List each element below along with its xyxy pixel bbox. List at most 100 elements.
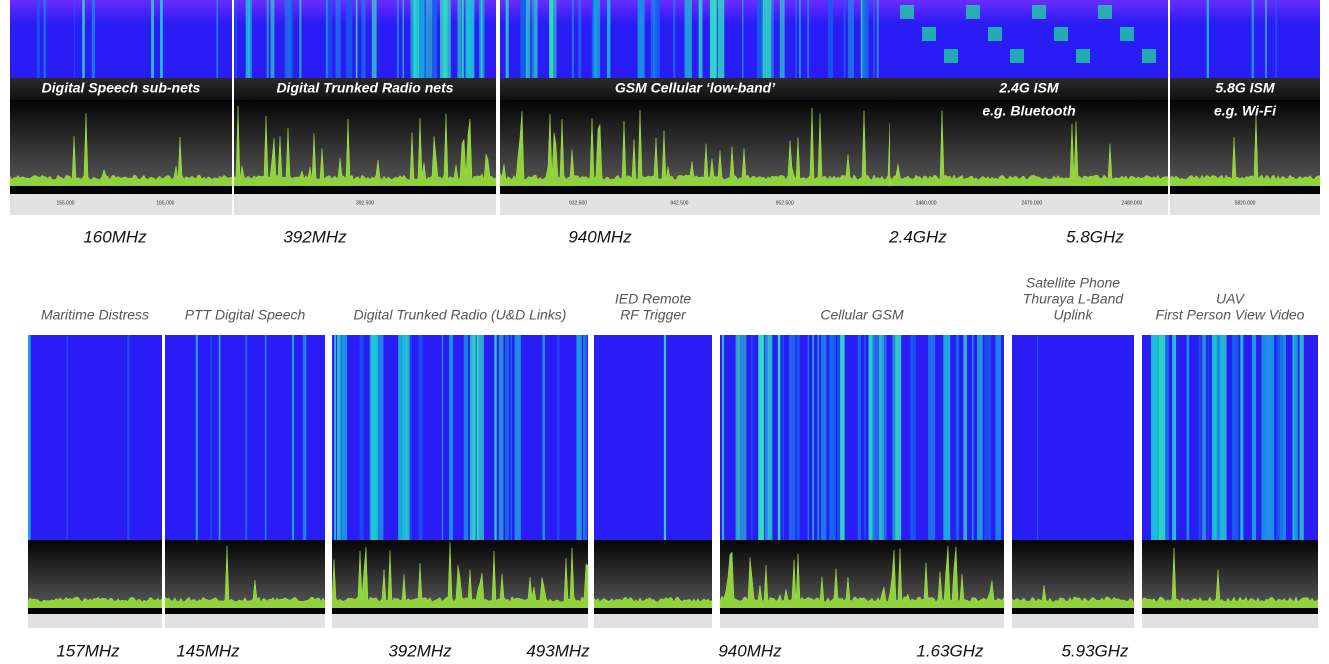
waterfall-burst [900, 5, 914, 19]
waterfall-stripe [74, 0, 75, 78]
frequency-label: 493MHz [526, 641, 590, 660]
waterfall-stripe [877, 0, 879, 78]
axis-area [1012, 614, 1134, 628]
waterfall-stripe [651, 0, 655, 78]
waterfall-stripe [479, 335, 484, 540]
panel-label: Uplink [1054, 307, 1094, 323]
axis-tick-label: 392.500 [356, 200, 374, 206]
waterfall-stripe [928, 335, 935, 540]
waterfall [165, 335, 325, 540]
waterfall-stripe [821, 335, 826, 540]
waterfall-burst [1142, 49, 1156, 63]
waterfall-stripe [461, 0, 462, 78]
waterfall-stripe [360, 335, 364, 540]
waterfall-stripe [248, 0, 252, 78]
waterfall-stripe [1151, 335, 1157, 540]
waterfall-stripe [1207, 335, 1208, 540]
waterfall-stripe [361, 0, 365, 78]
axis-bar [890, 186, 1168, 194]
waterfall-stripe [1212, 335, 1217, 540]
waterfall-stripe [67, 335, 68, 540]
waterfall-stripe [578, 0, 581, 78]
waterfall-stripe [508, 335, 509, 540]
waterfall-stripe [1159, 335, 1166, 540]
waterfall-stripe [557, 335, 560, 540]
waterfall-stripe [397, 0, 399, 78]
waterfall-stripe [372, 335, 378, 540]
waterfall-stripe [763, 0, 764, 78]
axis-tick-label: 952.500 [776, 200, 794, 206]
waterfall-stripe [778, 335, 780, 540]
waterfall-burst [1120, 27, 1134, 41]
waterfall-stripe [245, 335, 247, 540]
frequency-label: 392MHz [388, 641, 452, 660]
waterfall-stripe [234, 0, 237, 78]
waterfall-stripe [1300, 335, 1304, 540]
axis-area [720, 614, 1004, 628]
waterfall-stripe [710, 0, 717, 78]
axis-tick-label: 2460.000 [916, 200, 937, 206]
axis-tick-label: 942.500 [670, 200, 688, 206]
waterfall-burst [966, 5, 980, 19]
waterfall-stripe [1240, 335, 1243, 540]
waterfall-stripe [543, 335, 545, 540]
waterfall-stripe [638, 0, 644, 78]
spectrum-area [10, 100, 232, 188]
waterfall-stripe [892, 335, 895, 540]
axis-area [594, 614, 712, 628]
waterfall-stripe [1252, 335, 1256, 540]
waterfall-stripe [1174, 335, 1176, 540]
waterfall-stripe [722, 335, 724, 540]
spectrum-collage: Digital Speech sub-nets155.000165.000Dig… [0, 0, 1329, 664]
waterfall-stripe [340, 335, 346, 540]
frequency-label: 1.63GHz [916, 641, 984, 660]
waterfall-stripe [995, 335, 1001, 540]
panel-label: e.g. Bluetooth [982, 103, 1075, 119]
axis-bar [28, 608, 162, 614]
waterfall-stripe [1037, 335, 1038, 540]
waterfall-stripe [449, 335, 453, 540]
waterfall-stripe [82, 0, 84, 78]
axis-tick-label: 5820.000 [1235, 200, 1256, 206]
waterfall-burst [1076, 49, 1090, 63]
waterfall-stripe [160, 0, 162, 78]
waterfall-stripe [718, 0, 725, 78]
waterfall-stripe [1276, 335, 1282, 540]
waterfall-stripe [685, 0, 691, 78]
frequency-label: 5.93GHz [1061, 641, 1129, 660]
waterfall-stripe [292, 335, 294, 540]
panel-label: Thuraya L-Band [1023, 291, 1125, 307]
axis-bar [165, 608, 325, 614]
panel-label: Maritime Distress [41, 307, 149, 323]
waterfall-stripe [405, 335, 409, 540]
waterfall-stripe [299, 0, 301, 78]
waterfall-stripe [210, 335, 212, 540]
waterfall-stripe [869, 335, 874, 540]
frequency-label: 392MHz [283, 227, 347, 246]
waterfall-stripe [1283, 335, 1286, 540]
panel-label: Digital Speech sub-nets [42, 80, 201, 96]
waterfall-stripe [797, 335, 800, 540]
waterfall-stripe [151, 0, 154, 78]
waterfall-stripe [285, 0, 292, 78]
waterfall-stripe [515, 335, 521, 540]
waterfall-stripe [789, 335, 795, 540]
waterfall-stripe [644, 0, 645, 78]
waterfall-stripe [1267, 335, 1274, 540]
waterfall-stripe [594, 0, 601, 78]
waterfall-stripe [335, 0, 340, 78]
frequency-label: 157MHz [56, 641, 120, 660]
panel-label: IED Remote [615, 291, 691, 307]
waterfall-stripe [772, 0, 774, 78]
waterfall-stripe [796, 0, 797, 78]
waterfall-stripe [957, 335, 958, 540]
axis-bar [332, 608, 588, 614]
axis-bar [500, 186, 890, 194]
waterfall-stripe [127, 335, 129, 540]
waterfall-stripe [219, 335, 221, 540]
waterfall-burst [1098, 5, 1112, 19]
panel-label: UAV [1216, 291, 1246, 307]
waterfall-stripe [499, 335, 504, 540]
waterfall-stripe [699, 0, 703, 78]
panel-label: First Person View Video [1156, 307, 1305, 323]
